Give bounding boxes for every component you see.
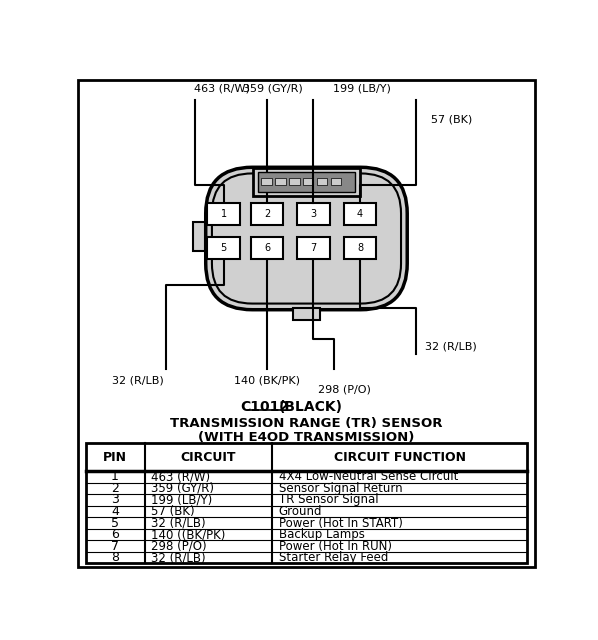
Text: 4: 4 bbox=[111, 505, 119, 518]
FancyBboxPatch shape bbox=[331, 179, 341, 184]
Text: 2: 2 bbox=[111, 482, 119, 495]
FancyBboxPatch shape bbox=[78, 80, 535, 566]
Text: (WITH E4OD TRANSMISSION): (WITH E4OD TRANSMISSION) bbox=[199, 431, 414, 444]
Text: 140 (BK/PK): 140 (BK/PK) bbox=[234, 376, 300, 385]
Text: CIRCUIT FUNCTION: CIRCUIT FUNCTION bbox=[334, 451, 466, 463]
FancyBboxPatch shape bbox=[303, 179, 313, 184]
Text: TRANSMISSION RANGE (TR) SENSOR: TRANSMISSION RANGE (TR) SENSOR bbox=[170, 417, 443, 430]
Text: (BLACK): (BLACK) bbox=[279, 400, 343, 414]
FancyBboxPatch shape bbox=[193, 221, 205, 251]
Text: 5: 5 bbox=[221, 243, 227, 253]
Text: 32 (R/LB): 32 (R/LB) bbox=[425, 341, 477, 351]
FancyBboxPatch shape bbox=[86, 444, 527, 563]
FancyBboxPatch shape bbox=[253, 168, 360, 196]
Text: 7: 7 bbox=[111, 540, 119, 552]
FancyBboxPatch shape bbox=[293, 308, 320, 320]
Text: Power (Hot In START): Power (Hot In START) bbox=[279, 516, 402, 529]
Text: 6: 6 bbox=[111, 528, 119, 541]
Text: 57 (BK): 57 (BK) bbox=[431, 114, 472, 124]
FancyBboxPatch shape bbox=[297, 237, 329, 259]
FancyBboxPatch shape bbox=[316, 179, 327, 184]
Text: 1: 1 bbox=[111, 470, 119, 483]
FancyBboxPatch shape bbox=[289, 179, 300, 184]
Text: Ground: Ground bbox=[279, 505, 322, 518]
FancyBboxPatch shape bbox=[206, 167, 407, 310]
Text: 32 (R/LB): 32 (R/LB) bbox=[151, 516, 205, 529]
FancyBboxPatch shape bbox=[344, 203, 376, 225]
Text: TR Sensor Signal: TR Sensor Signal bbox=[279, 493, 378, 506]
Text: 199 (LB/Y): 199 (LB/Y) bbox=[151, 493, 212, 506]
Text: 359 (GY/R): 359 (GY/R) bbox=[243, 84, 303, 93]
FancyBboxPatch shape bbox=[251, 203, 283, 225]
FancyBboxPatch shape bbox=[208, 237, 240, 259]
Text: 4X4 Low-Neutral Sense Circuit: 4X4 Low-Neutral Sense Circuit bbox=[279, 470, 458, 483]
Text: CIRCUIT: CIRCUIT bbox=[181, 451, 236, 463]
Text: 32 (R/LB): 32 (R/LB) bbox=[151, 551, 205, 564]
FancyBboxPatch shape bbox=[261, 179, 271, 184]
FancyBboxPatch shape bbox=[251, 237, 283, 259]
FancyBboxPatch shape bbox=[208, 203, 240, 225]
Text: 4: 4 bbox=[357, 209, 363, 219]
FancyBboxPatch shape bbox=[344, 237, 376, 259]
Text: 8: 8 bbox=[111, 551, 119, 564]
Text: 463 (R/W): 463 (R/W) bbox=[194, 84, 250, 93]
Text: 3: 3 bbox=[310, 209, 316, 219]
Text: 5: 5 bbox=[111, 516, 119, 529]
FancyBboxPatch shape bbox=[258, 172, 355, 191]
Text: Sensor Signal Return: Sensor Signal Return bbox=[279, 482, 402, 495]
Text: 2: 2 bbox=[264, 209, 270, 219]
Text: 463 (R/W): 463 (R/W) bbox=[151, 470, 210, 483]
Text: 8: 8 bbox=[357, 243, 363, 253]
Text: 3: 3 bbox=[111, 493, 119, 506]
FancyBboxPatch shape bbox=[274, 179, 286, 184]
Text: C1012: C1012 bbox=[240, 400, 289, 414]
Text: 199 (LB/Y): 199 (LB/Y) bbox=[332, 84, 390, 93]
Text: PIN: PIN bbox=[103, 451, 127, 463]
Text: Starter Relay Feed: Starter Relay Feed bbox=[279, 551, 388, 564]
Text: 57 (BK): 57 (BK) bbox=[151, 505, 194, 518]
FancyBboxPatch shape bbox=[212, 173, 401, 303]
Text: 140 ((BK/PK): 140 ((BK/PK) bbox=[151, 528, 225, 541]
Text: Backup Lamps: Backup Lamps bbox=[279, 528, 364, 541]
Text: 7: 7 bbox=[310, 243, 316, 253]
Text: 32 (R/LB): 32 (R/LB) bbox=[112, 376, 164, 385]
Text: 359 (GY/R): 359 (GY/R) bbox=[151, 482, 213, 495]
Text: 6: 6 bbox=[264, 243, 270, 253]
Text: Power (Hot In RUN): Power (Hot In RUN) bbox=[279, 540, 392, 552]
FancyBboxPatch shape bbox=[297, 203, 329, 225]
Text: 298 (P/O): 298 (P/O) bbox=[151, 540, 206, 552]
Text: 1: 1 bbox=[221, 209, 227, 219]
Text: 298 (P/O): 298 (P/O) bbox=[318, 385, 371, 395]
